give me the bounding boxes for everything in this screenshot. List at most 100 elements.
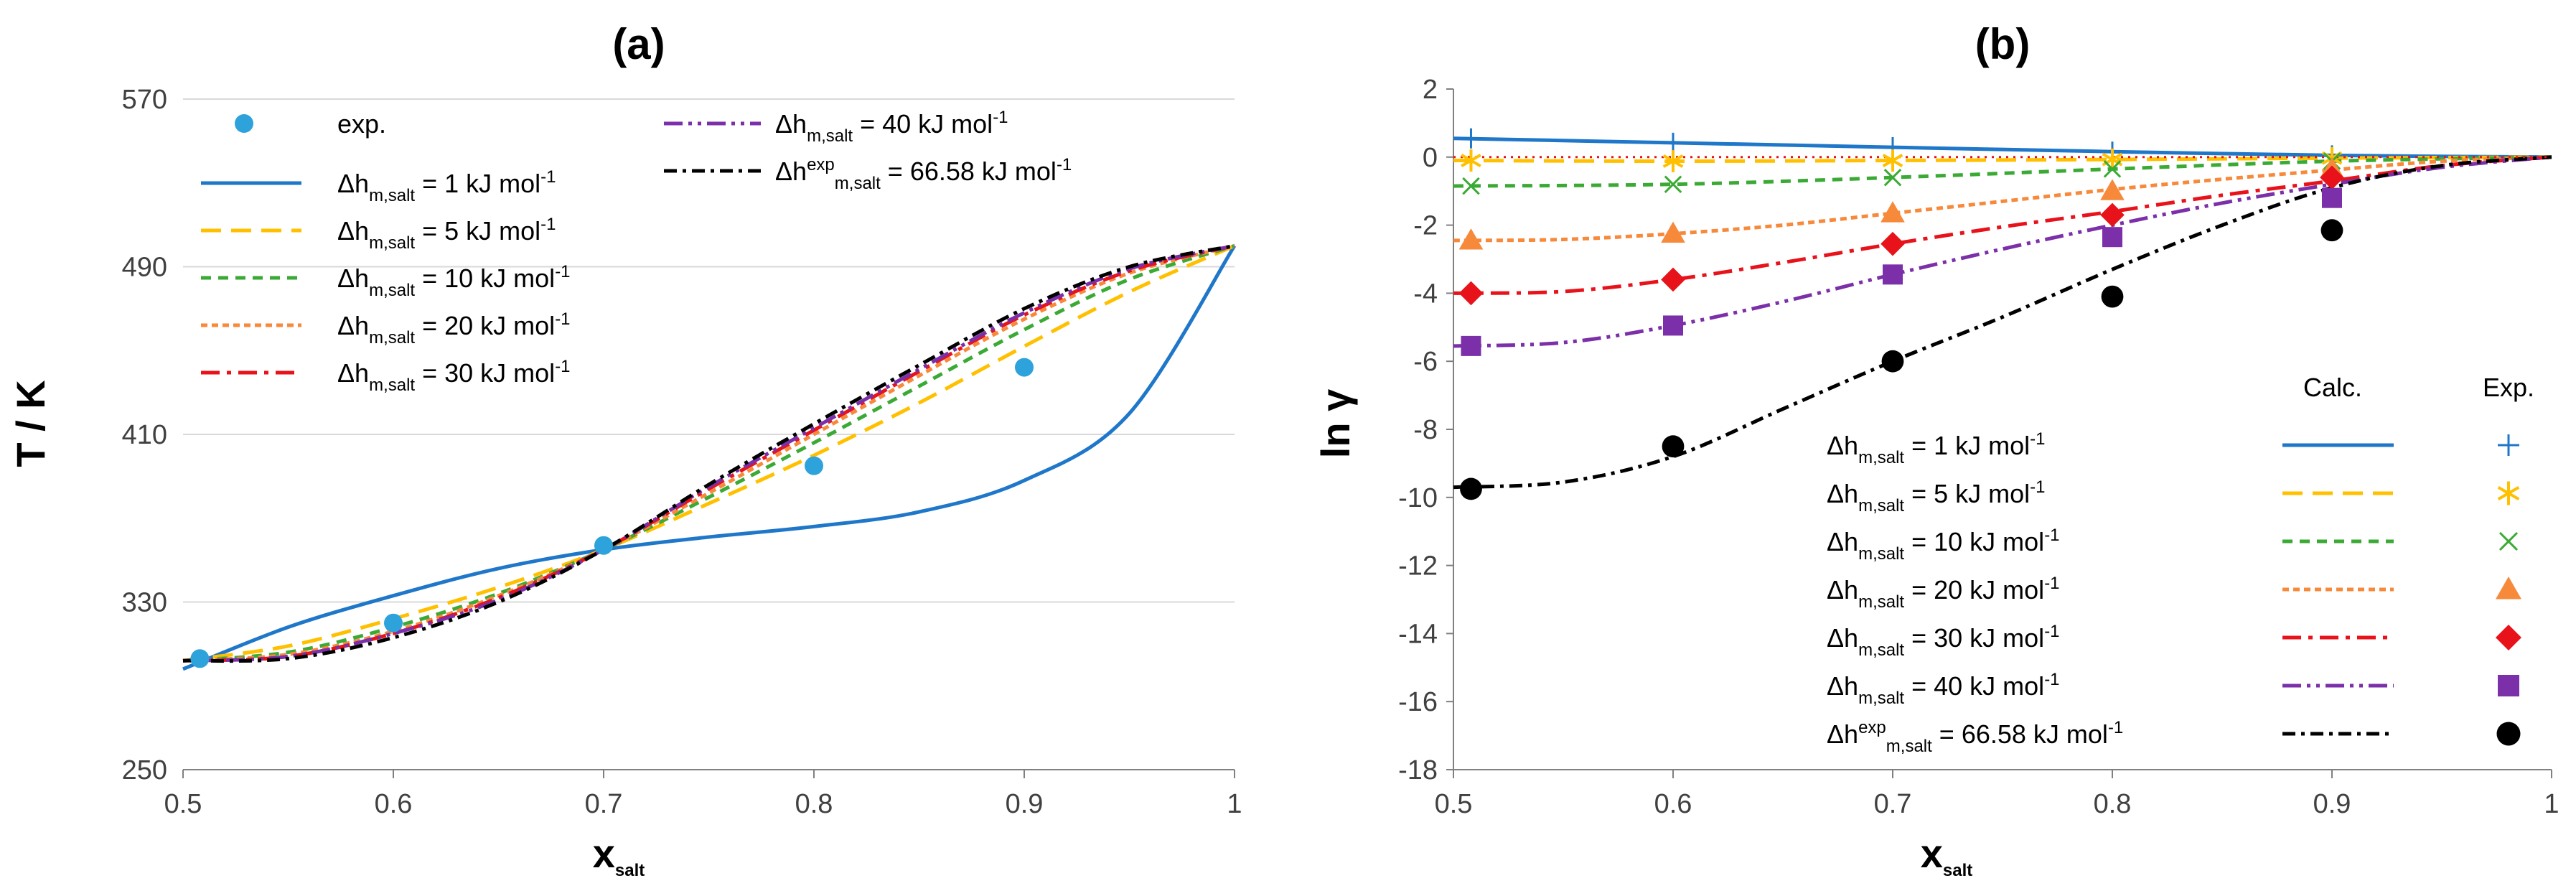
chart-b-series-line <box>1453 155 2552 490</box>
chart-b-xtick: 0.6 <box>1654 789 1692 819</box>
chart-b-series-line <box>1453 155 2552 348</box>
chart-b-exp-point <box>2322 187 2342 208</box>
chart-a-xtick: 1 <box>1227 789 1242 819</box>
chart-b-legend-marker <box>2496 625 2521 650</box>
chart-a-xtick: 0.6 <box>375 789 413 819</box>
chart-b-legend-header-calc: Calc. <box>2303 373 2362 402</box>
chart-b-exp-point <box>1664 175 1682 193</box>
chart-b-legend-label: Δhexpm,salt = 66.58 kJ mol-1 <box>1827 718 2123 756</box>
chart-b-exp-point <box>1458 281 1484 306</box>
chart-b-ylabel: ln γ <box>1313 389 1358 458</box>
chart-a-exp-point <box>805 456 823 475</box>
chart-a-legend-label: Δhexpm,salt = 66.58 kJ mol-1 <box>775 155 1072 193</box>
chart-b-exp-point <box>1662 150 1684 172</box>
chart-b-exp-point <box>1462 177 1480 195</box>
chart-a-legend-label: Δhm,salt = 30 kJ mol-1 <box>337 357 571 395</box>
chart-b-xtick: 0.8 <box>2094 789 2132 819</box>
chart-b-exp-point <box>2100 179 2125 200</box>
chart-b-ytick: -6 <box>1413 347 1438 377</box>
chart-b-exp-point <box>1458 228 1484 250</box>
chart-a-exp-point <box>190 649 210 668</box>
chart-a-legend-label: Δhm,salt = 1 kJ mol-1 <box>337 167 556 205</box>
chart-b-ytick: -16 <box>1398 687 1438 717</box>
chart-b-exp-point <box>1663 132 1683 153</box>
chart-b-series-line <box>1453 155 2552 164</box>
chart-b-exp-point <box>1461 149 1481 172</box>
chart-b-ytick: -4 <box>1413 279 1438 309</box>
chart-b-legend-marker <box>2497 481 2520 505</box>
chart-a-ytick: 570 <box>122 85 167 115</box>
chart-b-legend-marker <box>2496 722 2521 746</box>
chart-b-exp-point <box>1881 231 1905 256</box>
chart-b-xtick: 1 <box>2544 789 2559 819</box>
chart-b-exp-point <box>1661 267 1685 292</box>
chart-b-legend: Calc. Exp. Δhm,salt = 1 kJ mol-1 Δhm,salt =… <box>1827 373 2534 756</box>
chart-b-exp-point <box>2320 165 2344 190</box>
chart-b-xlabel: xsalt <box>1921 831 1973 880</box>
chart-a-ylabel: T / K <box>8 380 53 467</box>
chart-b-ytick: 0 <box>1423 143 1438 173</box>
chart-b-legend-header-exp: Exp. <box>2483 373 2534 402</box>
chart-b-legend-marker <box>2498 675 2519 696</box>
chart-b-legend-marker <box>2498 434 2519 456</box>
chart-a-series-line <box>182 243 1235 663</box>
chart-a-series-line <box>182 244 1237 671</box>
chart-b-ytick: -18 <box>1398 755 1438 785</box>
chart-b-legend-marker <box>2498 531 2519 551</box>
chart-b-exp-point <box>2100 202 2125 228</box>
chart-b-exp-point <box>1883 168 1902 187</box>
chart-b-ytick: 2 <box>1423 75 1438 105</box>
chart-a-series-line <box>182 243 1235 663</box>
chart-a-xtick: 0.8 <box>795 789 833 819</box>
chart-b-series-line <box>1453 136 2552 159</box>
chart-b-exp-point <box>2102 227 2122 248</box>
chart-a-ytick: 250 <box>122 755 167 785</box>
chart-b-series-line <box>1453 155 2552 295</box>
chart-b-exp-point <box>1881 201 1905 223</box>
chart-b-exp-point <box>1461 335 1481 356</box>
chart-b-exp-point <box>1661 221 1685 243</box>
chart-b-ytick: -2 <box>1413 211 1438 241</box>
chart-b-legend-label: Δhm,salt = 20 kJ mol-1 <box>1827 574 2060 612</box>
chart-b-exp-point <box>1882 149 1903 172</box>
chart-a-xlabel: xsalt <box>593 831 645 880</box>
chart-b-xtick: 0.5 <box>1435 789 1473 819</box>
chart-b-exp-point <box>1883 264 1903 285</box>
chart-b-exp-point <box>2101 285 2124 308</box>
chart-a-series-line <box>182 244 1236 663</box>
chart-b-legend-label: Δhm,salt = 30 kJ mol-1 <box>1827 622 2060 660</box>
chart-a-series-line <box>182 243 1235 663</box>
chart-a-ytick: 330 <box>122 588 167 618</box>
chart-b-title: (b) <box>1975 20 2031 68</box>
chart-a-xtick: 0.9 <box>1006 789 1044 819</box>
chart-b-legend-marker <box>2496 577 2521 600</box>
chart-a-legend-label: Δhm,salt = 40 kJ mol-1 <box>775 108 1008 146</box>
chart-b-exp-point <box>2320 219 2343 242</box>
chart-b-exp-point <box>1461 128 1481 149</box>
chart-a-legend-exp-marker <box>235 114 253 133</box>
chart-a-legend-exp-label: exp. <box>337 109 386 139</box>
chart-a-title: (a) <box>612 20 665 68</box>
chart-a-ytick: 490 <box>122 253 167 283</box>
chart-b-series-line <box>1453 155 2552 243</box>
chart-b-ytick: -10 <box>1398 483 1438 513</box>
chart-b: (b) ln γ xsalt 2 0 -2 -4 -6 -8 -10 -12 -14 -16 -18… <box>1313 20 2559 880</box>
chart-a-xtick: 0.5 <box>164 789 202 819</box>
chart-b-legend-label: Δhm,salt = 10 kJ mol-1 <box>1827 526 2060 564</box>
chart-a-legend-label: Δhm,salt = 20 kJ mol-1 <box>337 309 571 347</box>
chart-a-ytick: 410 <box>122 420 167 450</box>
chart-a-legend: exp. Δhm,salt = 1 kJ mol-1 Δhm,salt = 5 kJ… <box>201 108 1072 395</box>
chart-b-ytick: -8 <box>1413 415 1438 445</box>
chart-b-ytick: -14 <box>1398 619 1438 649</box>
chart-a-legend-label: Δhm,salt = 5 kJ mol-1 <box>337 215 556 253</box>
chart-b-exp-point <box>2103 160 2122 178</box>
chart-b-xtick: 0.9 <box>2313 789 2351 819</box>
chart-b-ytick: -12 <box>1398 551 1438 582</box>
chart-a-exp-point <box>594 536 613 555</box>
chart-b-exp-point <box>1663 315 1683 336</box>
chart-b-exp-point <box>1881 350 1904 373</box>
chart-b-exp-point <box>1460 477 1482 500</box>
chart-a: (a) T / K xsalt 250 330 410 490 570 0.5 0.6 0.7… <box>8 20 1242 880</box>
chart-b-legend-label: Δhm,salt = 1 kJ mol-1 <box>1827 429 2046 467</box>
